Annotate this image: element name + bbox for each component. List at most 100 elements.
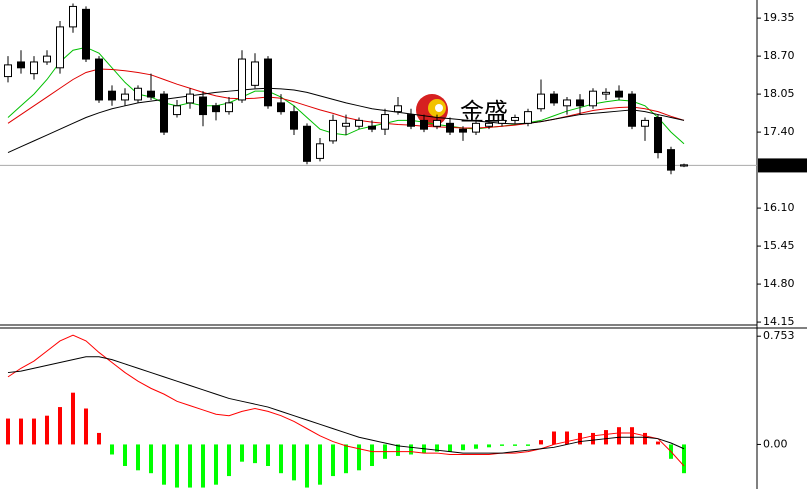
histogram-bar [318, 444, 322, 485]
histogram-bar [357, 444, 361, 471]
candle-body [225, 102, 233, 113]
histogram-bar [331, 444, 335, 477]
y-tick-label: 15.45 [763, 239, 795, 252]
y-tick-label: 14.80 [763, 277, 795, 290]
histogram-bar [448, 444, 452, 452]
histogram-bar [201, 444, 205, 488]
y-tick-label: 14.15 [763, 315, 795, 328]
candle-body [602, 91, 610, 95]
candle-body [108, 90, 116, 101]
histogram-bar [175, 444, 179, 488]
candle-body [329, 119, 337, 142]
histogram-bar [227, 444, 231, 477]
histogram-bar [487, 444, 491, 448]
histogram-bar [474, 444, 478, 449]
histogram-bar [409, 444, 413, 455]
histogram-bar [500, 444, 504, 446]
histogram-bar [370, 444, 374, 466]
candle-body [342, 122, 350, 127]
y-tick-label: 16.10 [763, 201, 795, 214]
indicator-line [7, 356, 685, 454]
histogram-bar [643, 432, 647, 445]
candle-body [550, 93, 558, 104]
candle-body [173, 105, 181, 116]
candle-body [95, 58, 103, 101]
candle-body [563, 99, 571, 107]
candle-body [368, 125, 376, 130]
candle-body [56, 26, 64, 69]
histogram-bar [110, 444, 114, 455]
histogram-bar [214, 444, 218, 485]
candle-body [290, 111, 298, 130]
candle-body [303, 125, 311, 162]
candle-body [316, 143, 324, 159]
histogram-bar [513, 444, 517, 446]
candle-body [680, 164, 688, 167]
candle-body [524, 111, 532, 124]
histogram-bar [253, 444, 257, 464]
histogram-bar [97, 432, 101, 445]
candle-body [667, 149, 675, 171]
candle-body [264, 58, 272, 107]
histogram-bar [279, 444, 283, 474]
candle-body [511, 116, 519, 121]
histogram-bar [344, 444, 348, 474]
histogram-bar [240, 444, 244, 462]
histogram-bar [604, 430, 608, 445]
candle-body [186, 93, 194, 104]
histogram-bar [539, 440, 543, 445]
candle-body [459, 128, 467, 133]
histogram-bar [162, 444, 166, 485]
histogram-bar [136, 444, 140, 471]
last-price-box [758, 158, 807, 173]
candle-body [407, 114, 415, 127]
histogram-bar [305, 444, 309, 488]
candle-body [615, 90, 623, 98]
candle-body [251, 61, 259, 86]
candle-body [4, 64, 12, 78]
candle-body [82, 8, 90, 60]
histogram-bar [526, 444, 530, 446]
candle-body [420, 119, 428, 130]
histogram-bar [149, 444, 153, 474]
candle-body [446, 122, 454, 133]
y-tick-label: 0.00 [763, 437, 788, 450]
histogram-bar [396, 444, 400, 456]
last-price-label: 16.83 [761, 158, 793, 171]
histogram-bar [45, 415, 49, 445]
candle-body [537, 93, 545, 110]
candle-body [498, 119, 506, 124]
y-tick-label: 17.40 [763, 125, 795, 138]
candle-body [472, 122, 480, 133]
candle-body [355, 119, 363, 127]
candle-body [238, 58, 246, 101]
histogram-bar [188, 444, 192, 488]
candle-body [381, 114, 389, 130]
histogram-bar [58, 407, 62, 445]
candle-body [134, 87, 142, 101]
candle-body [69, 5, 77, 28]
y-tick-label: 18.05 [763, 87, 795, 100]
histogram-bar [435, 444, 439, 452]
histogram-bar [32, 418, 36, 445]
candle-body [147, 90, 155, 98]
indicator-line [7, 334, 685, 467]
y-tick-label: 0.753 [763, 329, 795, 342]
candle-body [433, 119, 441, 127]
histogram-bar [19, 418, 23, 445]
candle-body [576, 99, 584, 107]
candle-body [212, 105, 220, 113]
indicator-line [7, 46, 685, 145]
histogram-bar [266, 444, 270, 466]
candle-body [121, 93, 129, 101]
y-tick-label: 19.35 [763, 11, 795, 24]
candle-body [30, 61, 38, 75]
histogram-bar [617, 427, 621, 445]
histogram-bar [84, 408, 88, 445]
candle-body [394, 105, 402, 113]
histogram-bar [461, 444, 465, 451]
histogram-bar [682, 444, 686, 474]
histogram-bar [71, 392, 75, 445]
candle-body [199, 96, 207, 116]
candle-body [17, 61, 25, 69]
